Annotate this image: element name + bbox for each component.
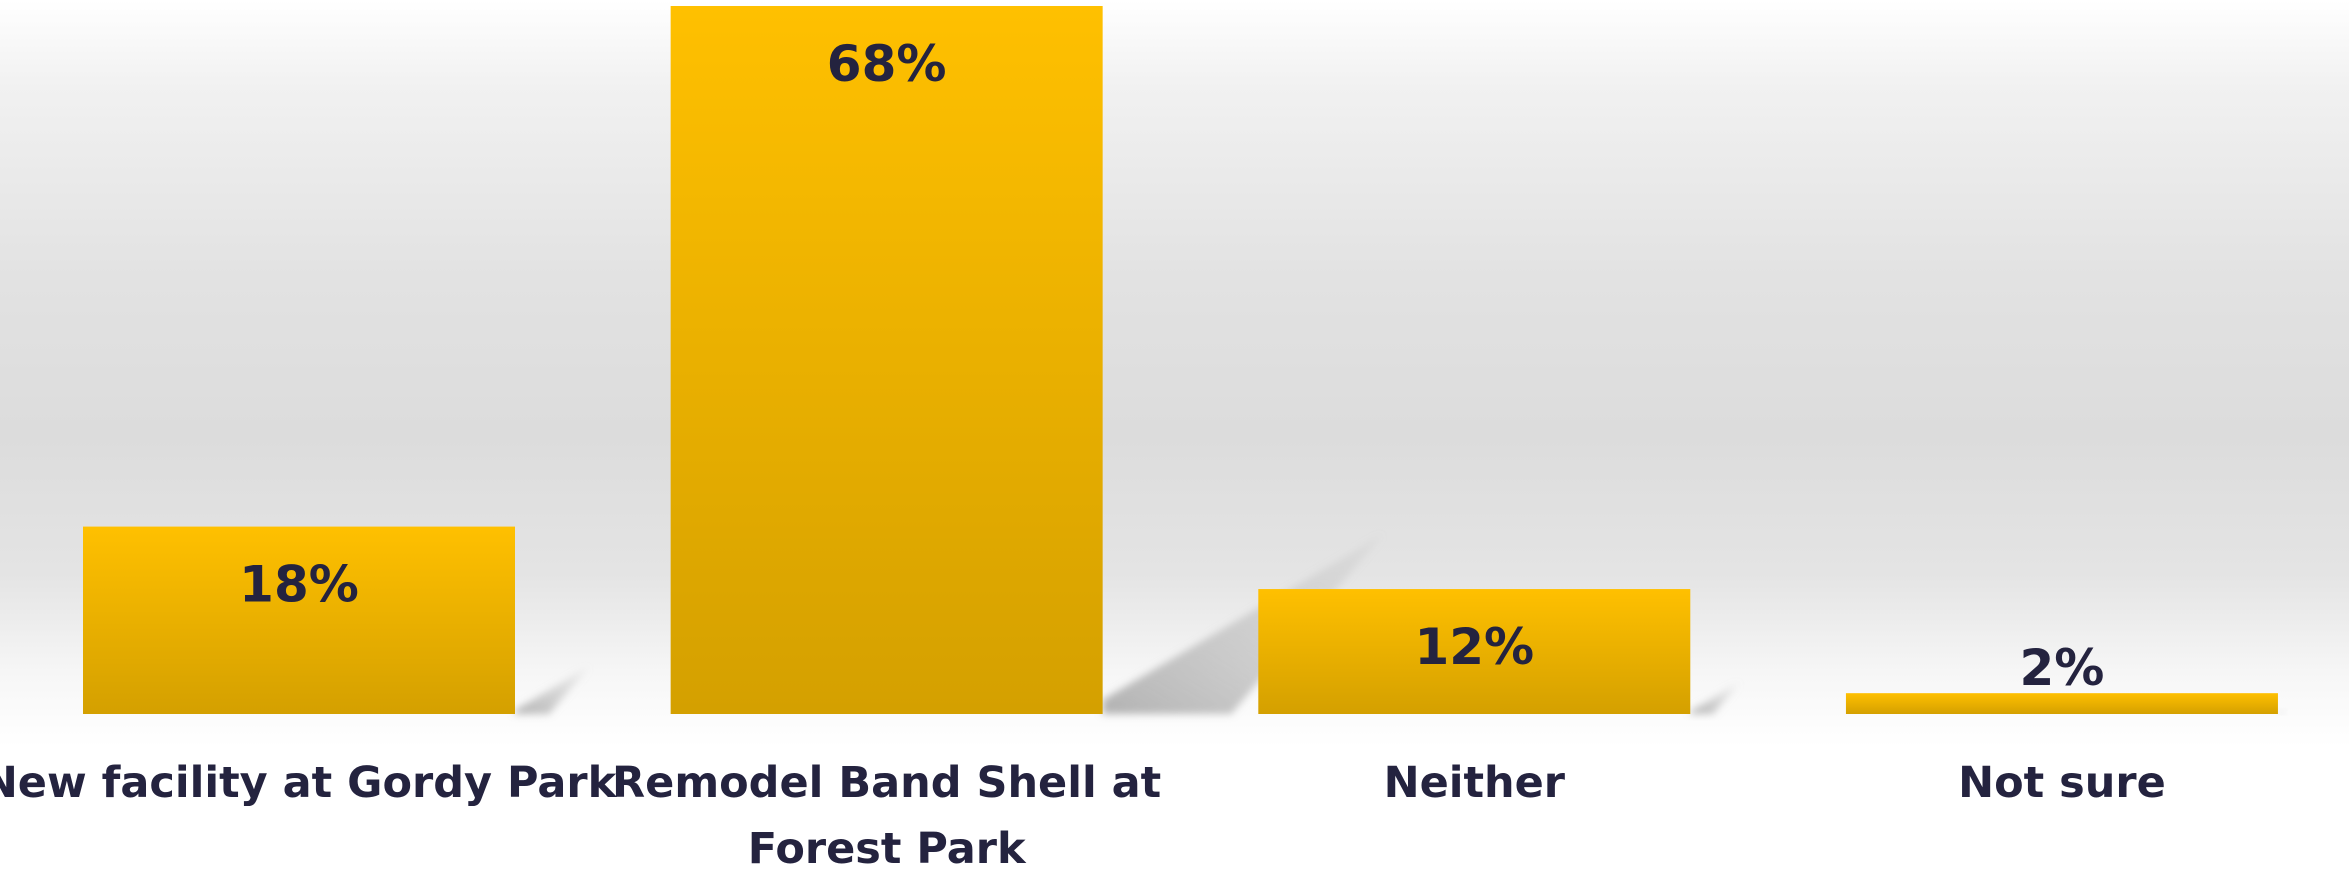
- bar: [670, 6, 1103, 714]
- category-label-line: Neither: [1384, 758, 1566, 808]
- category-label: Neither: [1384, 758, 1566, 808]
- bar-value-label: 18%: [239, 556, 359, 614]
- bar-shadow: [2277, 708, 2287, 714]
- bar: [83, 526, 515, 714]
- bar-value-label: 12%: [1414, 618, 1534, 676]
- category-label-line: Not sure: [1958, 758, 2166, 808]
- bar-shadow: [1690, 682, 1740, 714]
- bars-group: [83, 6, 2278, 714]
- category-label-line: New facility at Gordy Park: [0, 758, 618, 808]
- category-label-line: Forest Park: [748, 824, 1027, 869]
- value-labels-group: 18% 68% 12% 2%: [239, 35, 2104, 697]
- category-label: New facility at Gordy Park: [0, 758, 618, 808]
- bar-shadow: [515, 666, 590, 714]
- bar-shadow: [1102, 534, 1384, 714]
- category-label: Remodel Band Shell at Forest Park: [612, 758, 1161, 869]
- bar: [1258, 589, 1691, 714]
- bar: [1845, 693, 2278, 714]
- category-label-line: Remodel Band Shell at: [612, 758, 1161, 808]
- bar-value-label: 68%: [827, 35, 947, 93]
- bar-shadows: [515, 534, 2287, 714]
- bar-value-label: 2%: [2020, 639, 2105, 697]
- category-label: Not sure: [1958, 758, 2166, 808]
